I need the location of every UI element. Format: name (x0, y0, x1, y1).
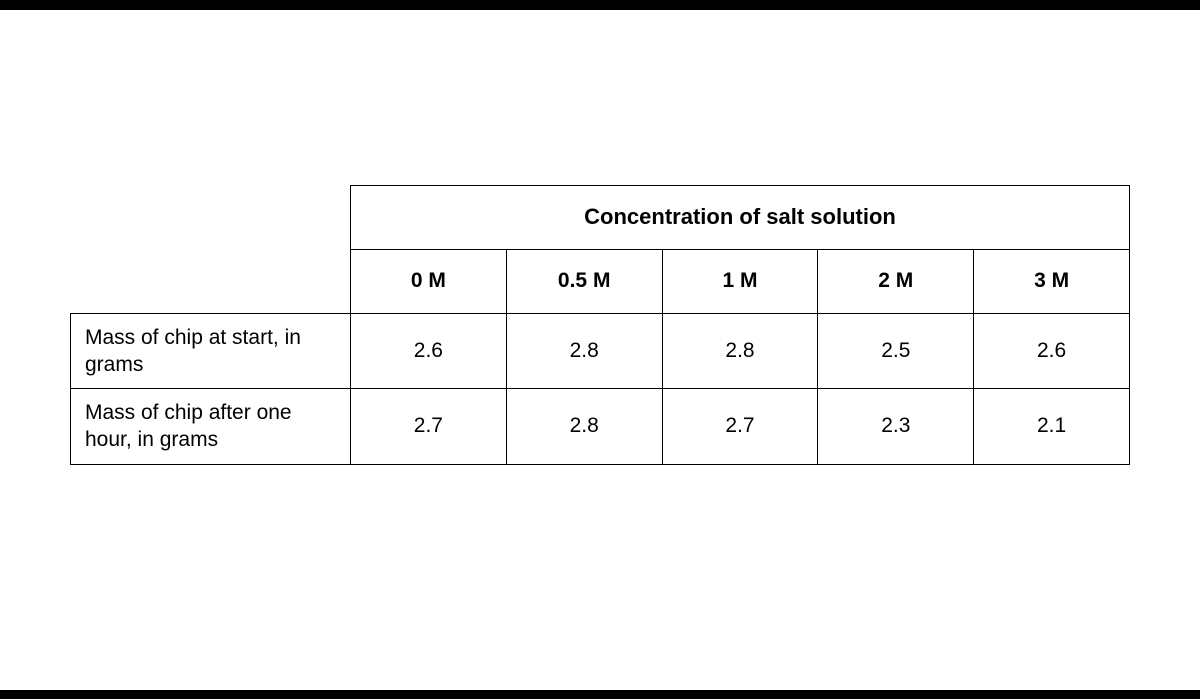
empty-label-header (71, 249, 351, 313)
empty-corner-cell (71, 185, 351, 249)
cell-0-4: 2.6 (974, 313, 1130, 389)
cell-0-1: 2.8 (506, 313, 662, 389)
column-header-row: 0 M 0.5 M 1 M 2 M 3 M (71, 249, 1130, 313)
cell-1-4: 2.1 (974, 389, 1130, 465)
cell-1-3: 2.3 (818, 389, 974, 465)
cell-1-1: 2.8 (506, 389, 662, 465)
spanner-row: Concentration of salt solution (71, 185, 1130, 249)
col-header-3: 2 M (818, 249, 974, 313)
cell-0-3: 2.5 (818, 313, 974, 389)
data-row-0: Mass of chip at start, in grams 2.6 2.8 … (71, 313, 1130, 389)
col-header-0: 0 M (351, 249, 507, 313)
col-header-2: 1 M (662, 249, 818, 313)
col-header-1: 0.5 M (506, 249, 662, 313)
cell-1-2: 2.7 (662, 389, 818, 465)
cell-1-0: 2.7 (351, 389, 507, 465)
row-label-1: Mass of chip after one hour, in grams (71, 389, 351, 465)
cell-0-2: 2.8 (662, 313, 818, 389)
cell-0-0: 2.6 (351, 313, 507, 389)
row-label-0: Mass of chip at start, in grams (71, 313, 351, 389)
data-table: Concentration of salt solution 0 M 0.5 M… (70, 185, 1130, 465)
spanner-header: Concentration of salt solution (351, 185, 1130, 249)
col-header-4: 3 M (974, 249, 1130, 313)
data-row-1: Mass of chip after one hour, in grams 2.… (71, 389, 1130, 465)
page-container: Concentration of salt solution 0 M 0.5 M… (0, 10, 1200, 690)
